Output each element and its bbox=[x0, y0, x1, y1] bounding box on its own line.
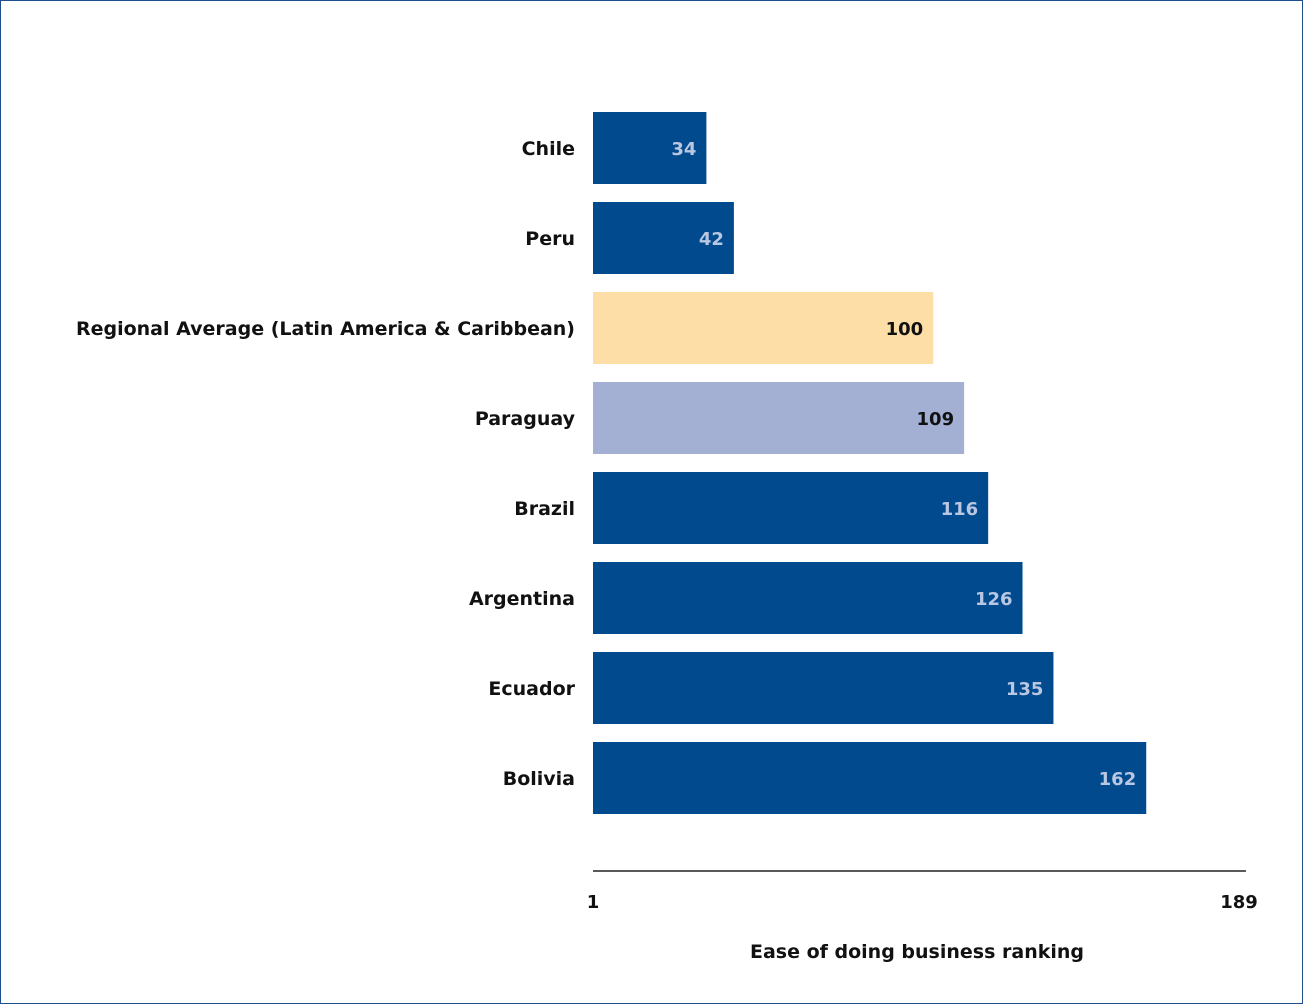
category-label-regional-average-latin-america-caribbean: Regional Average (Latin America & Caribb… bbox=[76, 318, 575, 340]
bar-peru bbox=[593, 202, 734, 274]
bar-paraguay bbox=[593, 382, 965, 454]
value-label-argentina: 126 bbox=[975, 589, 1013, 610]
x-tick-max: 189 bbox=[1220, 892, 1258, 913]
value-label-peru: 42 bbox=[699, 229, 724, 250]
value-label-bolivia: 162 bbox=[1099, 769, 1137, 790]
value-label-regional-average-latin-america-caribbean: 100 bbox=[886, 319, 924, 340]
category-label-brazil: Brazil bbox=[514, 498, 575, 520]
category-label-ecuador: Ecuador bbox=[488, 678, 575, 700]
bars-layer: Chile 34 Peru 42 Regional Average (Latin Ame… bbox=[76, 112, 1147, 814]
bar-bolivia bbox=[593, 742, 1147, 814]
category-label-peru: Peru bbox=[525, 228, 575, 250]
category-label-chile: Chile bbox=[522, 138, 575, 160]
category-label-argentina: Argentina bbox=[469, 588, 575, 610]
value-label-ecuador: 135 bbox=[1006, 679, 1044, 700]
value-label-brazil: 116 bbox=[941, 499, 979, 520]
bar-regional-average-latin-america-caribbean bbox=[593, 292, 934, 364]
x-axis-title: Ease of doing business ranking bbox=[750, 941, 1084, 963]
bar-argentina bbox=[593, 562, 1023, 634]
bar-chile bbox=[593, 112, 707, 184]
category-label-paraguay: Paraguay bbox=[475, 408, 576, 430]
bar-brazil bbox=[593, 472, 989, 544]
value-label-chile: 34 bbox=[671, 139, 696, 160]
category-label-bolivia: Bolivia bbox=[503, 768, 575, 790]
value-label-paraguay: 109 bbox=[917, 409, 955, 430]
bar-ecuador bbox=[593, 652, 1054, 724]
x-tick-min: 1 bbox=[587, 892, 600, 913]
